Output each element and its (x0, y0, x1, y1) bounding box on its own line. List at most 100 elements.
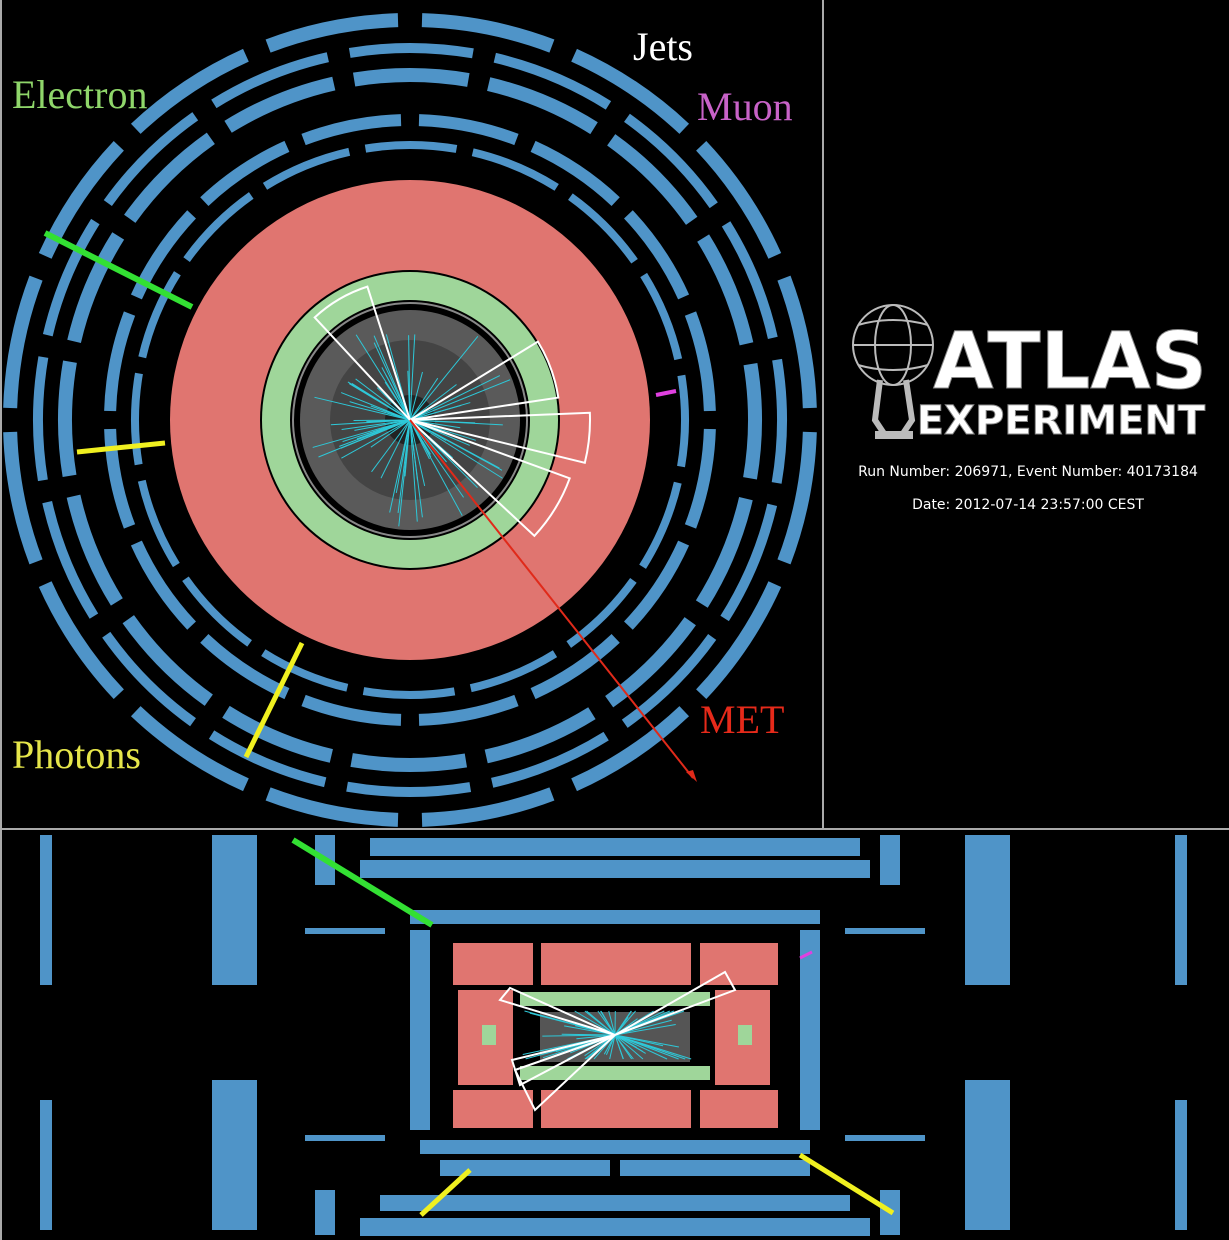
muon-chamber (131, 372, 143, 466)
muon-chamber (58, 360, 77, 478)
muon-chamber (695, 497, 753, 608)
muon-chamber (183, 192, 254, 262)
track (603, 1034, 616, 1055)
muon-chamber (137, 479, 180, 568)
muon-chamber (305, 928, 385, 934)
track (561, 1033, 616, 1036)
muon-chamber (360, 860, 870, 878)
muon-chamber (571, 706, 690, 792)
track (614, 1034, 686, 1060)
muon-chamber (3, 275, 43, 409)
muon-chamber (410, 910, 820, 924)
muon-chamber (380, 1195, 850, 1211)
muon-chamber (224, 76, 336, 133)
track (355, 334, 411, 421)
track (409, 371, 423, 421)
muon-chamber (720, 503, 778, 622)
track (409, 419, 418, 481)
muon-chamber (362, 687, 456, 699)
muon-chamber (418, 694, 519, 726)
event-date: Date: 2012-07-14 23:57:00 CEST (912, 497, 1144, 513)
track (614, 1034, 664, 1047)
muon-chamber (421, 787, 555, 827)
muon-chamber (102, 631, 196, 727)
muon-chamber (40, 835, 52, 985)
muon-chamber (122, 615, 213, 706)
photons-label: Photons (12, 732, 141, 777)
track (408, 335, 411, 421)
em-calorimeter (520, 992, 710, 1006)
photon (76, 440, 166, 455)
muon-chamber (624, 210, 690, 300)
jet-cone (498, 986, 616, 1036)
muon-chamber (568, 193, 638, 264)
muon-chamber (880, 835, 900, 885)
muon-chamber (3, 431, 43, 565)
track (614, 1034, 646, 1054)
muon-chamber (208, 730, 327, 788)
muon-chamber (440, 1160, 610, 1176)
track (395, 419, 411, 493)
muon-chamber (350, 753, 468, 772)
track (341, 419, 411, 459)
muon-chamber (639, 481, 682, 569)
jets-label: Jets (633, 24, 693, 69)
muon-chamber (138, 271, 181, 359)
muon-chamber (40, 1100, 52, 1230)
jet-cone (409, 340, 560, 421)
muon-chamber (721, 221, 778, 339)
muon-chamber (620, 1160, 810, 1176)
muon-chamber (771, 358, 787, 484)
track (409, 419, 418, 522)
muon-chamber (130, 48, 249, 134)
track (614, 1034, 644, 1060)
transverse-view (3, 13, 817, 827)
muon-chamber (845, 1135, 925, 1141)
em-calorimeter (520, 1066, 710, 1080)
logo-figure (852, 304, 934, 439)
muon-chamber (315, 1190, 335, 1235)
muon-chamber (605, 617, 696, 708)
muon-chamber (965, 835, 1010, 985)
muon-chamber (182, 576, 252, 647)
muon-chamber (845, 928, 925, 934)
muon-chamber (418, 114, 519, 146)
muon-chamber (410, 930, 430, 1130)
track (614, 1034, 624, 1060)
muon-chamber (491, 731, 609, 788)
track (614, 1019, 672, 1036)
track (380, 419, 411, 479)
track (318, 419, 411, 458)
muon-chamber (607, 134, 698, 225)
muon-chamber (348, 43, 474, 59)
hadronic-calorimeter (541, 943, 691, 985)
track (341, 419, 411, 430)
muon-chamber (38, 140, 124, 259)
electron-label: Electron (12, 72, 148, 117)
met-label: MET (700, 697, 784, 742)
muon-chamber (66, 494, 123, 606)
muon-chamber (222, 705, 333, 763)
muon-chamber (696, 581, 782, 700)
track (608, 1010, 616, 1036)
muon-chamber (493, 52, 612, 110)
logo-subtitle: EXPERIMENT (917, 398, 1206, 444)
muon-chamber (566, 578, 637, 648)
photon (798, 1152, 895, 1216)
muon-chamber (530, 634, 620, 700)
em-calorimeter (738, 1025, 752, 1045)
track (370, 405, 411, 421)
track (409, 334, 416, 421)
muon-chamber (684, 428, 716, 529)
jet-cone (409, 419, 571, 538)
track (398, 419, 411, 527)
muon-chamber (42, 218, 100, 337)
muon-chamber (624, 540, 690, 630)
muon-chamber (743, 362, 762, 480)
muon-label: Muon (697, 84, 793, 129)
track (409, 419, 426, 487)
track (609, 1034, 616, 1060)
track (409, 379, 511, 421)
